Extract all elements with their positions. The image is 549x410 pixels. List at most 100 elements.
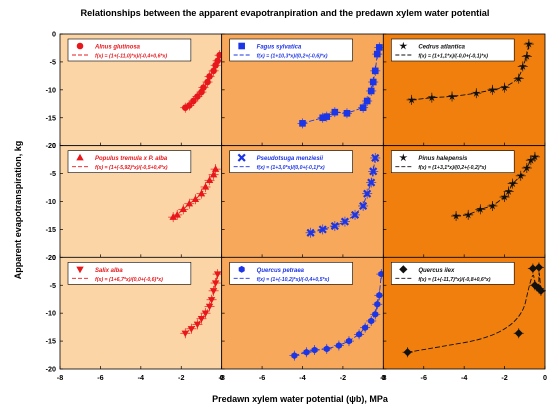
y-tick-label: 0 <box>52 141 56 150</box>
data-point <box>514 74 523 83</box>
legend-marker <box>238 265 245 273</box>
data-point <box>536 286 546 295</box>
x-tick-label: -4 <box>299 373 305 382</box>
data-point <box>530 281 539 290</box>
data-point <box>504 187 513 195</box>
legend-species: Populus tremula x P. alba <box>95 156 168 162</box>
data-point <box>508 179 517 188</box>
data-point <box>356 330 363 338</box>
x-tick-label: -2 <box>501 373 507 382</box>
legend-box <box>67 38 192 62</box>
data-point <box>522 163 531 172</box>
legend-formula: f(x) = (1+3,0*x)/(0,0+(-0,1)*x) <box>257 165 325 171</box>
y-tick-label: -10 <box>46 85 56 94</box>
legend-formula: f(x) = (1+(-5,92)*x)/(-0,5+0,4*x) <box>95 165 168 171</box>
x-tick-label: 0 <box>381 373 385 382</box>
data-point <box>173 211 181 218</box>
legend-marker <box>399 153 408 162</box>
panels-grid: Alnus glutinosa f(x) = (1+(-11,0)*x)/(-0,… <box>59 33 546 370</box>
data-point <box>209 288 218 295</box>
data-point <box>201 310 210 318</box>
panel-quercus-petraea: Quercus petraea f(x) = (1+(-10,2)*x)/(-0,… <box>221 256 387 370</box>
legend-formula: f(x) = (1+1,1*x)/(-0,0+(-0,1)*x) <box>418 54 488 60</box>
data-point <box>359 201 368 211</box>
data-point <box>200 84 207 91</box>
data-point <box>206 73 213 80</box>
data-point <box>205 176 214 183</box>
data-point <box>472 88 481 97</box>
legend-species: Pinus halepensis <box>418 156 468 162</box>
y-tick-label: -10 <box>46 309 56 318</box>
legend-marker <box>237 153 246 162</box>
x-tick-label: -4 <box>461 373 467 382</box>
data-point <box>407 95 416 104</box>
data-point <box>190 97 197 105</box>
data-point <box>346 337 352 345</box>
legend-box <box>67 150 192 173</box>
legend-formula: f(x) = (1+3,1*x)/(0,2+(-0,2)*x) <box>418 165 486 171</box>
data-point <box>343 109 351 117</box>
data-point <box>323 113 331 120</box>
data-point <box>191 195 200 202</box>
data-point <box>185 199 194 207</box>
legend-box <box>229 262 353 285</box>
data-point <box>194 93 201 100</box>
data-point <box>211 280 220 287</box>
x-tick-labels: -8 -6 -4 -2 0-8 -6 -4 -2 0-8 -6 -4 -2 0 <box>57 373 547 382</box>
fitted-curve <box>310 157 376 234</box>
data-point <box>488 201 497 210</box>
data-point <box>350 210 360 219</box>
legend-box <box>391 262 515 285</box>
data-point <box>518 62 527 70</box>
data-point <box>534 263 544 272</box>
data-point <box>179 205 187 213</box>
fitted-curve <box>294 274 382 357</box>
legend-formula: f(x) = (1+10,3*x)/(0,2+(-0,6)*x) <box>257 54 328 60</box>
data-point <box>500 83 509 92</box>
y-tick-label: -20 <box>46 253 56 262</box>
x-tick-label: -6 <box>259 373 265 382</box>
x-tick-label: -8 <box>57 373 63 382</box>
data-point <box>181 330 189 338</box>
data-point <box>371 153 380 163</box>
legend-box <box>67 262 192 285</box>
legend-formula: f(x) = (1+(-11,7)*x)/(-0,8+0,6*x) <box>418 277 490 283</box>
legend-marker <box>76 42 84 50</box>
data-point <box>464 210 473 219</box>
y-tick-label: -10 <box>46 197 56 206</box>
legend-species: Quercus ilex <box>418 268 455 274</box>
legend-species: Alnus glutinosa <box>94 45 141 51</box>
panel-pseudotsuga-menziesii: Pseudotsuga menziesii f(x) = (1+3,0*x)/(0… <box>221 145 384 258</box>
data-point <box>201 183 210 190</box>
panel-pinus-halepensis: Pinus halepensis f(x) = (1+3,1*x)/(0,2+(-… <box>382 145 546 258</box>
y-tick-labels: 0-5-10-15-200-5-10-15-200-5-10-15-20 <box>46 30 56 374</box>
legend-marker <box>399 41 408 50</box>
y-tick-label: -5 <box>50 281 56 290</box>
data-point <box>303 348 310 356</box>
panel-alnus-glutinosa: Alnus glutinosa f(x) = (1+(-11,0)*x)/(-0,… <box>59 33 225 147</box>
legend-species: Salix alba <box>95 268 123 274</box>
data-point <box>362 324 369 332</box>
y-tick-label: -15 <box>46 225 56 234</box>
legend-formula: f(x) = (1+6,7*x)/(0,0+(-0,6)*x) <box>95 277 163 283</box>
data-point <box>526 155 535 164</box>
data-point <box>363 189 372 198</box>
data-point <box>476 205 485 213</box>
x-tick-label: 0 <box>543 373 547 382</box>
data-point <box>335 342 342 349</box>
legend-box <box>391 38 515 62</box>
data-point <box>331 108 339 116</box>
data-point <box>375 44 383 51</box>
data-point <box>214 57 221 65</box>
panel-salix-alba: Salix alba f(x) = (1+6,7*x)/(0,0+(-0,6)*x… <box>59 256 223 370</box>
data-point <box>367 87 375 95</box>
x-tick-label: -2 <box>340 373 346 382</box>
panel-quercus-ilex: Quercus ilex f(x) = (1+(-11,7)*x)/(-0,8+0… <box>382 256 546 370</box>
legend-marker <box>399 265 408 274</box>
y-axis-label: Apparent evapotranspiration, kg <box>13 141 23 280</box>
panel-populus-tremula-x-p-alba: Populus tremula x P. alba f(x) = (1+(-5,9… <box>59 145 223 258</box>
data-point <box>291 352 298 360</box>
x-tick-label: -8 <box>380 373 386 382</box>
data-point <box>209 170 218 178</box>
data-point <box>367 178 376 187</box>
